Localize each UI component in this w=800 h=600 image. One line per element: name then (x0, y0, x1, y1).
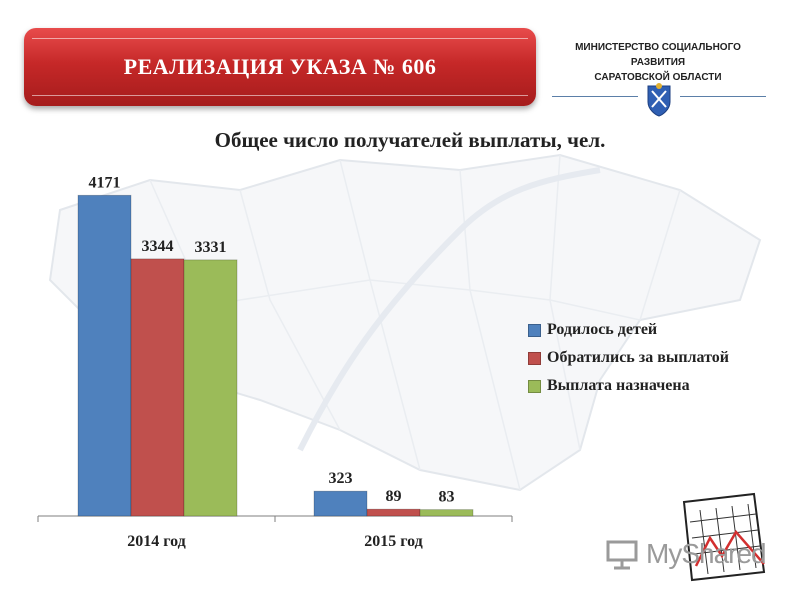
watermark-presentation-icon (606, 540, 638, 570)
ministry-name: МИНИСТЕРСТВО СОЦИАЛЬНОГО РАЗВИТИЯ САРАТО… (548, 40, 768, 85)
ministry-line-1: МИНИСТЕРСТВО СОЦИАЛЬНОГО РАЗВИТИЯ (575, 42, 741, 68)
ministry-rule-left (552, 96, 638, 97)
chart-title: Общее число получателей выплаты, чел. (214, 128, 606, 152)
bar (366, 508, 421, 517)
ministry-rule-right (680, 96, 766, 97)
legend-swatch-applied (528, 351, 541, 365)
bar (313, 490, 368, 517)
legend-item-born: Родилось детей (528, 316, 729, 344)
coat-of-arms-icon (647, 83, 671, 117)
legend-swatch-born (528, 323, 541, 337)
legend-label-applied: Обратились за выплатой (547, 349, 729, 366)
bar-value-label: 89 (386, 488, 402, 505)
bar-value-label: 323 (329, 470, 353, 487)
x-axis-category-label: 2014 год (127, 533, 186, 550)
bar-value-label: 3331 (195, 239, 227, 256)
legend-swatch-assigned (528, 379, 541, 393)
legend-label-assigned: Выплата назначена (547, 377, 690, 394)
watermark-logo-text: MyShared (646, 538, 767, 569)
watermark-chart-icon (682, 492, 766, 582)
x-axis-category-label: 2015 год (364, 533, 423, 550)
bar (77, 194, 132, 517)
bar (130, 258, 185, 517)
bar-value-label: 4171 (89, 174, 121, 191)
header-banner-inner: РЕАЛИЗАЦИЯ УКАЗА № 606 (32, 38, 528, 96)
bar-value-label: 3344 (142, 238, 174, 255)
legend-label-born: Родилось детей (547, 321, 658, 338)
bar-value-label: 83 (439, 489, 455, 506)
ministry-line-2: САРАТОВСКОЙ ОБЛАСТИ (594, 72, 722, 83)
chart-legend: Родилось детей Обратились за выплатой Вы… (528, 316, 729, 400)
legend-item-applied: Обратились за выплатой (528, 344, 729, 372)
legend-item-assigned: Выплата назначена (528, 372, 729, 400)
banner-title: РЕАЛИЗАЦИЯ УКАЗА № 606 (123, 54, 437, 79)
header-banner: РЕАЛИЗАЦИЯ УКАЗА № 606 (24, 28, 536, 106)
bar (419, 509, 474, 517)
bar (183, 259, 238, 517)
